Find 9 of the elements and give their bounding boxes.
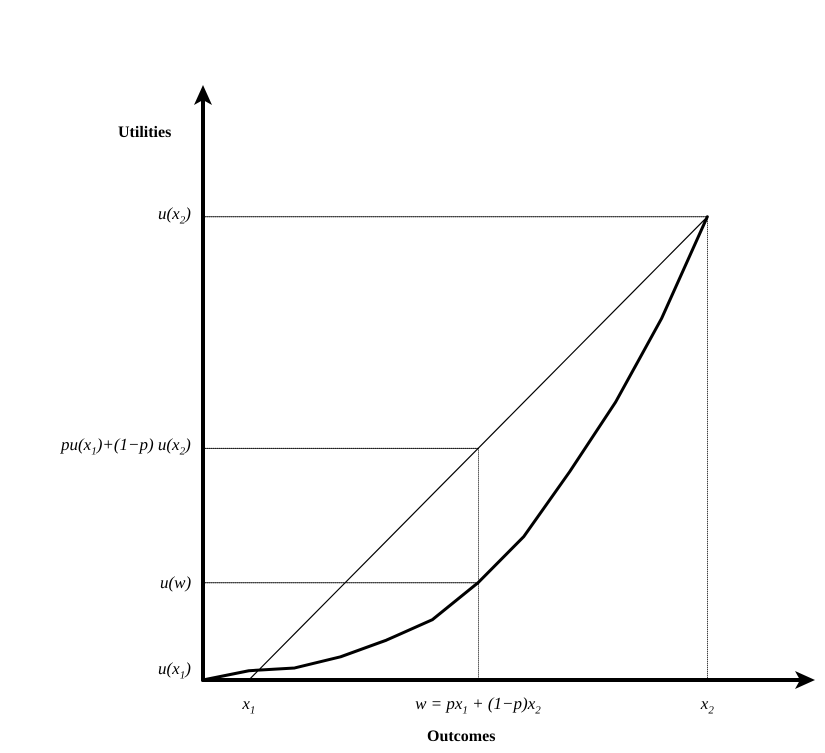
text: u(x$_{1}$) <box>158 659 191 684</box>
x-tick-label: w = px$_{1}$ + (1−p)x$_{2}$ <box>415 694 541 718</box>
series-label: u(x$_{2}$) <box>158 204 191 228</box>
series-label: u(w) <box>160 572 192 593</box>
x-tick-label: x$_{2}$ <box>700 694 714 718</box>
x-axis-title: Outcomes <box>427 728 496 746</box>
x-tick-label: x$_{1}$ <box>242 694 256 718</box>
series-label: pu(x$_{1}$)+(1−p) u(x$_{2}$) <box>61 435 191 460</box>
text: Utilities <box>118 124 172 142</box>
